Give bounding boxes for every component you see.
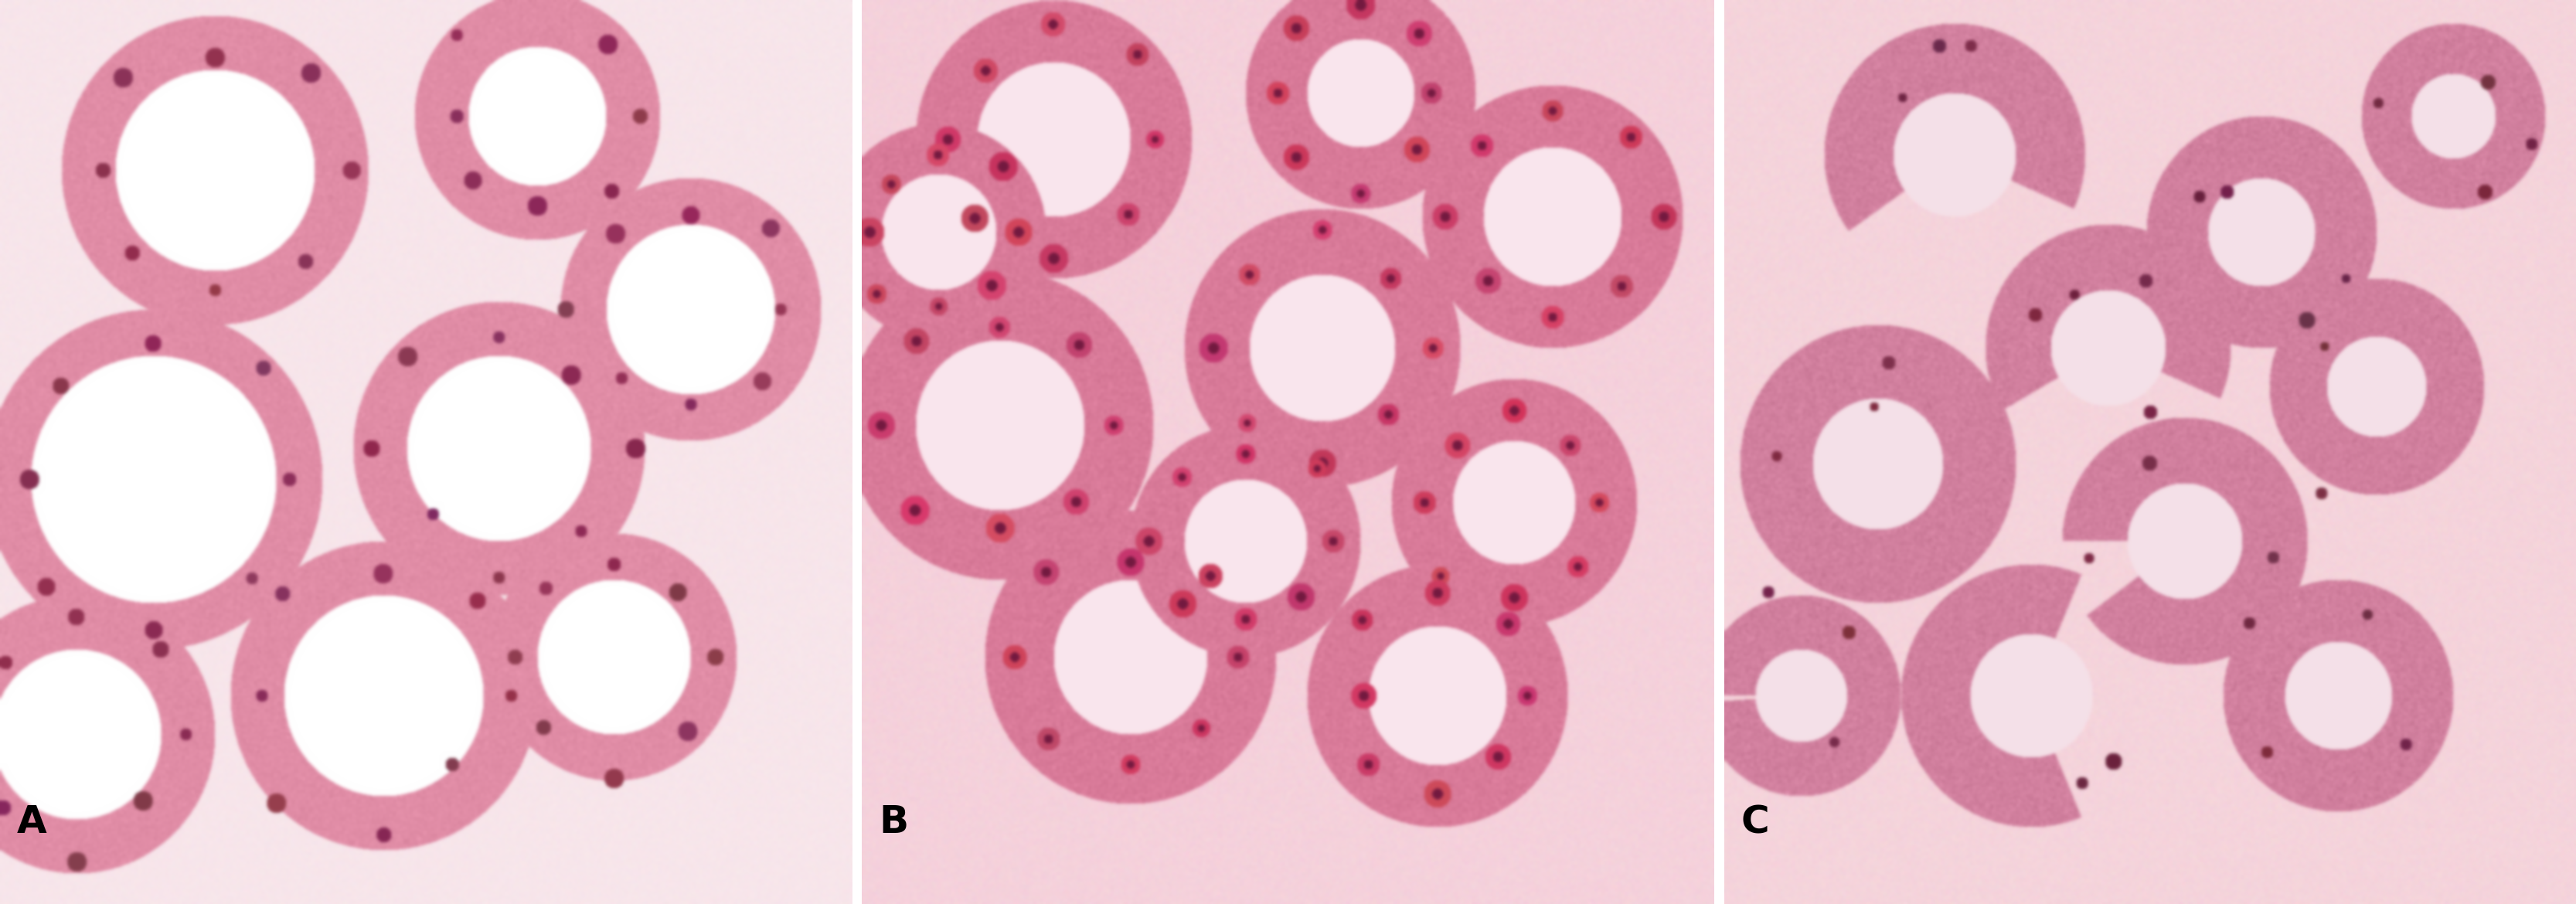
Text: A: A [18,804,46,841]
Text: B: B [878,804,909,841]
Text: C: C [1741,804,1770,841]
